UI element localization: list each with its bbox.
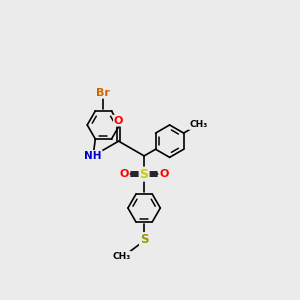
Text: O: O — [159, 169, 169, 179]
Text: O: O — [114, 116, 123, 126]
Text: Br: Br — [97, 88, 110, 98]
Text: CH₃: CH₃ — [113, 252, 131, 261]
Text: S: S — [140, 168, 148, 181]
Text: O: O — [119, 169, 129, 179]
Text: S: S — [140, 233, 148, 246]
Text: NH: NH — [84, 151, 102, 161]
Text: CH₃: CH₃ — [189, 120, 207, 129]
